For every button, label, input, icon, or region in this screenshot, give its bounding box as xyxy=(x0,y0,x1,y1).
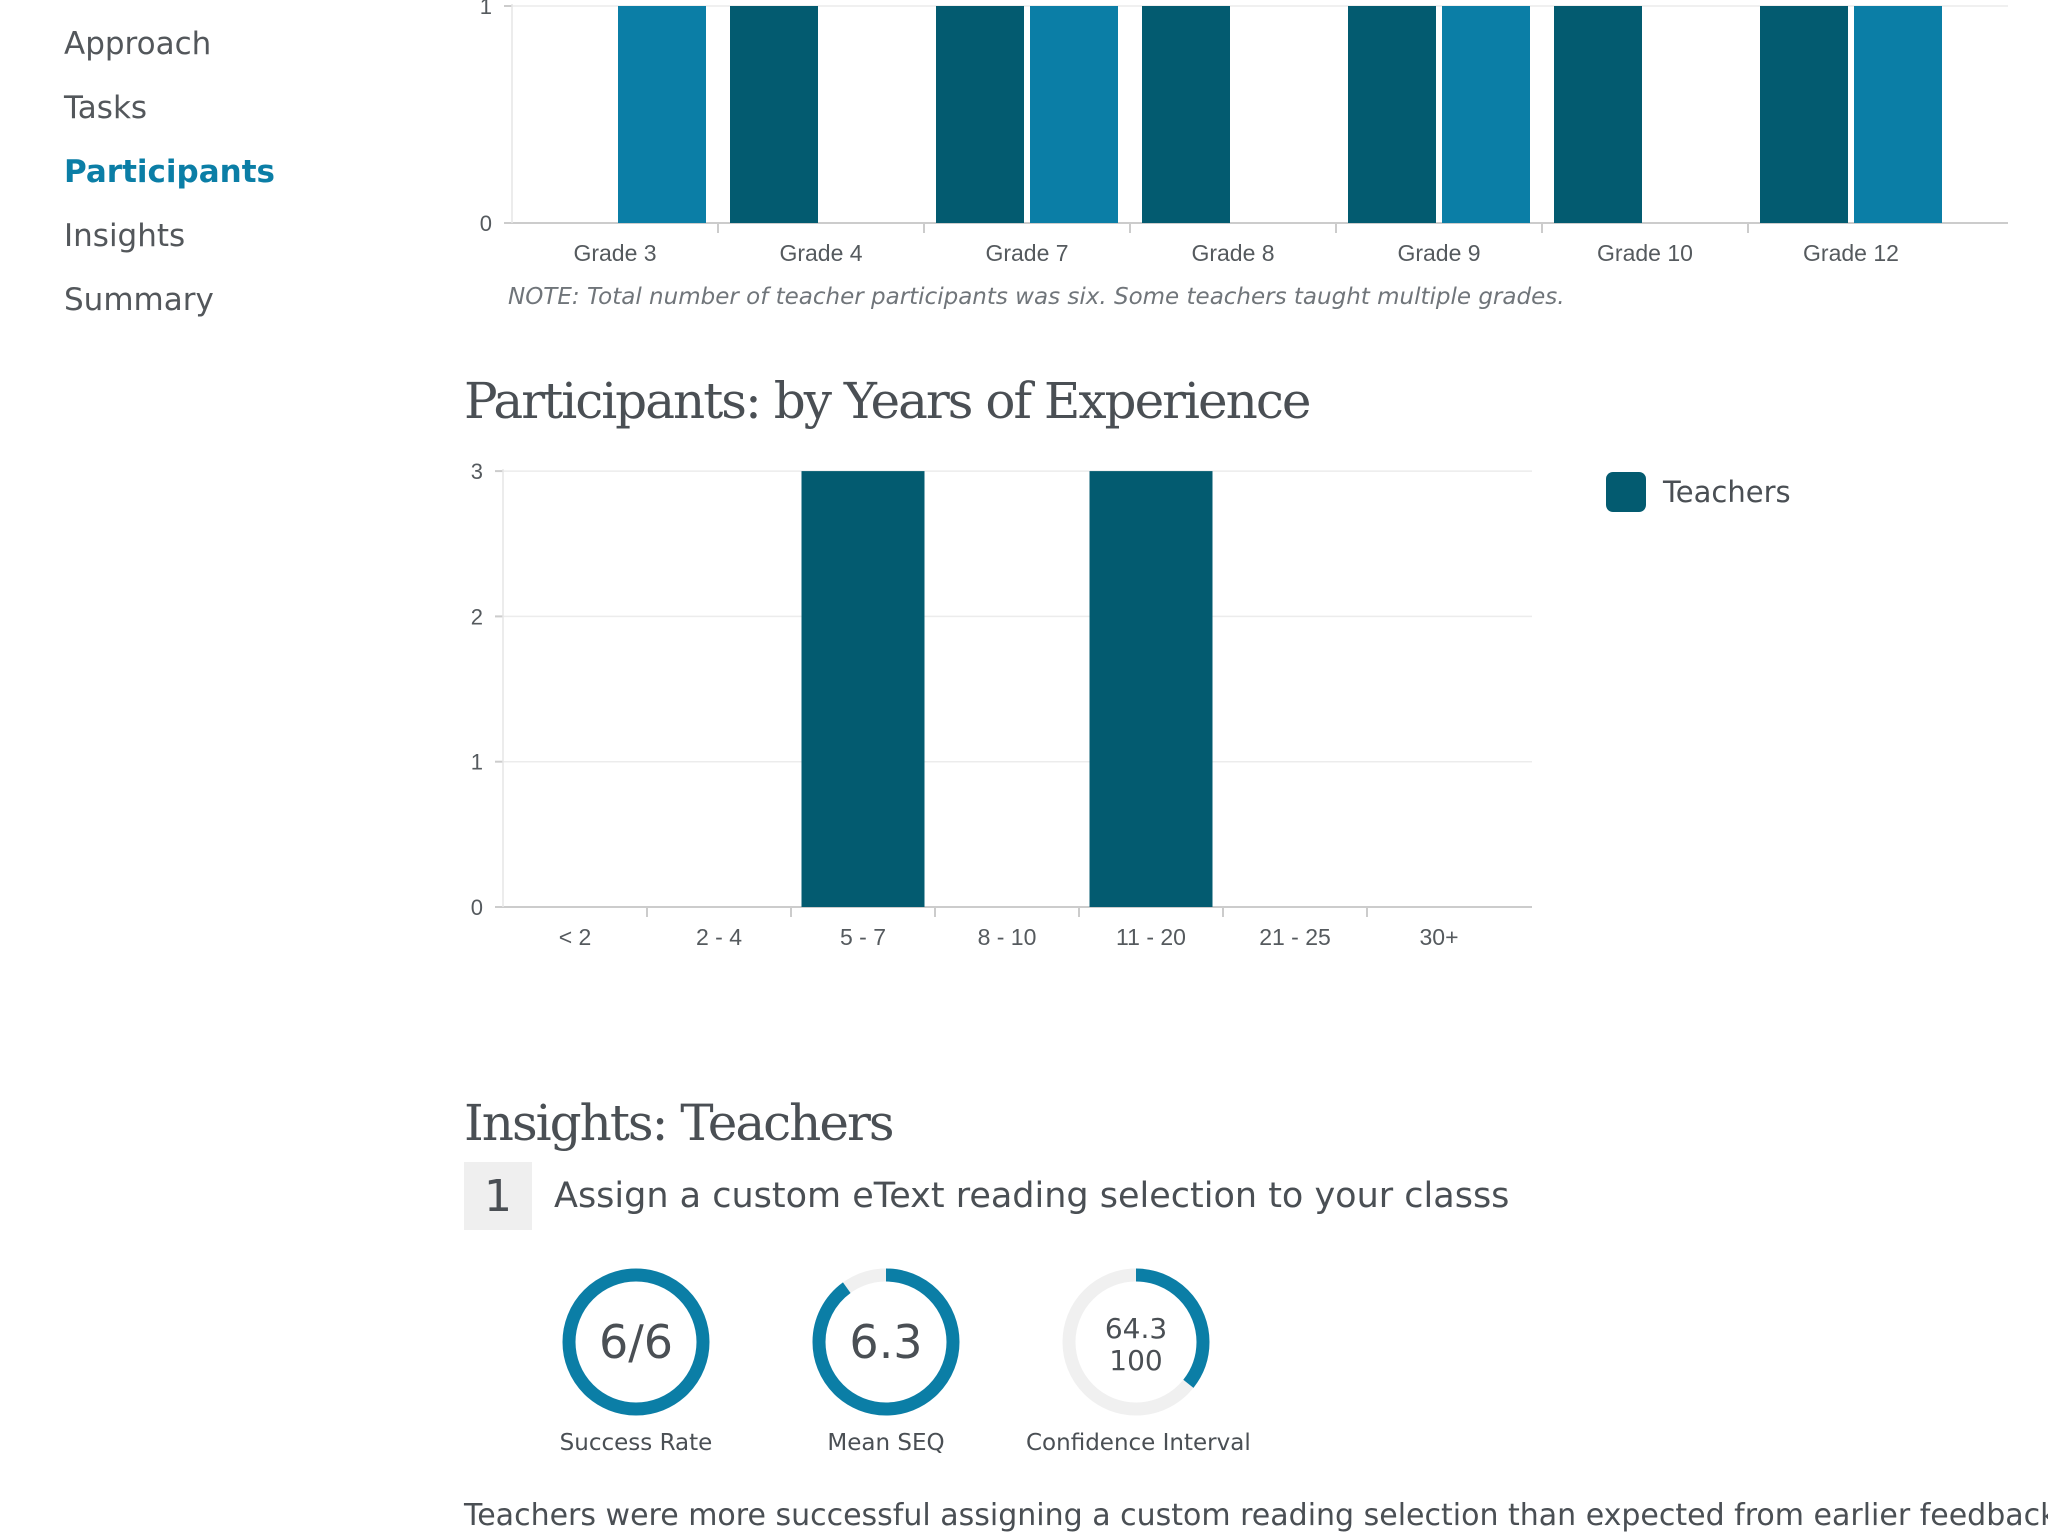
x-tick-label: Grade 12 xyxy=(1803,240,1899,266)
metric-success-rate: 6/6 Success Rate xyxy=(526,1262,746,1456)
grades-bar-chart: 0 1 Grade 3 Grade 4 Grade 7 Grade 8 Grade 9 Gra… xyxy=(480,0,2008,266)
bar xyxy=(1854,6,1942,223)
y-tick-label: 1 xyxy=(471,750,483,775)
sidebar-nav: Approach Tasks Participants Insights Sum… xyxy=(64,26,275,346)
confidence-interval-ring: 64.3 100 xyxy=(1062,1268,1210,1416)
bar xyxy=(618,6,706,223)
x-tick-label: Grade 8 xyxy=(1191,240,1274,266)
bar xyxy=(936,6,1024,223)
sidebar-item-summary[interactable]: Summary xyxy=(64,282,214,318)
bar xyxy=(1442,6,1530,223)
legend-swatch xyxy=(1606,472,1646,512)
insight-paragraph: Teachers were more successful assigning … xyxy=(464,1498,2048,1533)
bar xyxy=(1142,6,1230,223)
chart-legend: Teachers xyxy=(1606,472,1791,512)
insights-title: Insights: Teachers xyxy=(464,1094,895,1152)
x-tick-label: Grade 3 xyxy=(573,240,656,266)
y-tick-label: 1 xyxy=(480,0,492,19)
bar xyxy=(1348,6,1436,223)
bar xyxy=(1554,6,1642,223)
y-tick-label: 0 xyxy=(471,895,483,920)
task-number-badge: 1 xyxy=(464,1162,532,1230)
x-tick-label: Grade 9 xyxy=(1397,240,1480,266)
sidebar-item-tasks[interactable]: Tasks xyxy=(64,90,148,126)
bar xyxy=(1760,6,1848,223)
x-tick-label: < 2 xyxy=(559,924,592,950)
task-row: 1 Assign a custom eText reading selectio… xyxy=(464,1162,1509,1230)
x-tick-label: 30+ xyxy=(1419,924,1458,950)
x-tick-label: Grade 7 xyxy=(985,240,1068,266)
x-tick-label: 11 - 20 xyxy=(1116,924,1186,950)
sidebar-item-insights[interactable]: Insights xyxy=(64,218,186,254)
experience-chart-title: Participants: by Years of Experience xyxy=(464,372,1311,430)
experience-bar-chart: 0 1 2 3 < 2 2 - 4 5 - 7 8 - 10 11 - 20 21 - 25 30+ xyxy=(471,459,1532,950)
x-tick-label: 5 - 7 xyxy=(840,924,886,950)
task-title: Assign a custom eText reading selection … xyxy=(554,1176,1510,1216)
success-rate-label: Success Rate xyxy=(559,1430,713,1456)
x-tick-label: 2 - 4 xyxy=(696,924,742,950)
success-rate-ring: 6/6 xyxy=(562,1268,710,1416)
success-rate-value: 6/6 xyxy=(599,1315,673,1369)
bar xyxy=(730,6,818,223)
bar xyxy=(1089,471,1213,907)
x-tick-label: 8 - 10 xyxy=(978,924,1037,950)
metric-mean-seq: 6.3 Mean SEQ xyxy=(776,1262,996,1456)
confidence-interval-high: 100 xyxy=(1109,1344,1162,1377)
confidence-interval-label: Confidence Interval xyxy=(1026,1430,1251,1456)
sidebar-item-participants[interactable]: Participants xyxy=(64,154,275,190)
metric-confidence-interval: 64.3 100 Confidence Interval xyxy=(1026,1262,1251,1456)
bar xyxy=(1030,6,1118,223)
x-tick-label: 21 - 25 xyxy=(1259,924,1331,950)
bar xyxy=(801,471,925,907)
mean-seq-value: 6.3 xyxy=(849,1315,922,1369)
y-tick-label: 3 xyxy=(471,459,483,484)
y-tick-label: 0 xyxy=(480,211,492,236)
sidebar-item-approach[interactable]: Approach xyxy=(64,26,212,62)
x-tick-label: Grade 4 xyxy=(779,240,862,266)
legend-label: Teachers xyxy=(1663,475,1791,509)
confidence-interval-low: 64.3 xyxy=(1105,1312,1167,1345)
mean-seq-label: Mean SEQ xyxy=(827,1430,945,1456)
x-tick-label: Grade 10 xyxy=(1597,240,1693,266)
chart-note: NOTE: Total number of teacher participan… xyxy=(508,284,1565,310)
mean-seq-ring: 6.3 xyxy=(812,1268,960,1416)
y-tick-label: 2 xyxy=(471,604,483,629)
